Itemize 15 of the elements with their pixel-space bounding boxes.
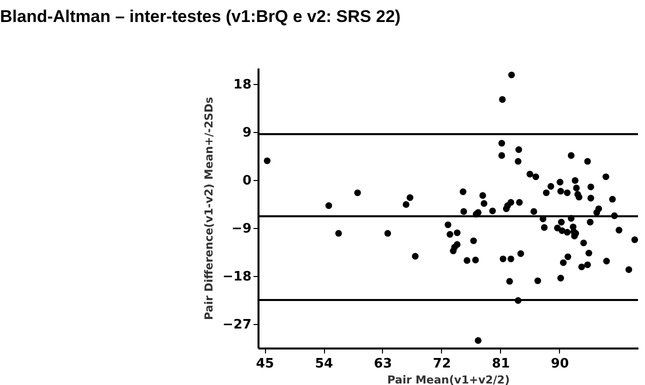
x-tick-label: 90 xyxy=(550,356,569,372)
x-tick-label: 81 xyxy=(492,356,510,372)
y-tick-label: −27 xyxy=(222,318,252,332)
y-tick-label: 18 xyxy=(233,78,252,92)
y-axis-title: Pair Difference(v1-v2) Mean+/-2SDs xyxy=(202,96,216,320)
chart-title: Bland-Altman – inter-testes (v1:BrQ e v2: SRS 22) xyxy=(0,7,401,26)
x-axis-title: Pair Mean(v1+v2/2) xyxy=(387,374,510,385)
x-tick-label: 63 xyxy=(374,356,392,372)
x-tick-label: 45 xyxy=(256,356,274,372)
y-tick-label: 0 xyxy=(242,174,252,188)
y-tick-label: 9 xyxy=(242,126,252,140)
y-tick-label: −9 xyxy=(232,222,252,236)
x-tick-label: 72 xyxy=(432,356,451,372)
y-tick-label: −18 xyxy=(222,270,252,284)
x-tick-label: 54 xyxy=(314,356,334,372)
